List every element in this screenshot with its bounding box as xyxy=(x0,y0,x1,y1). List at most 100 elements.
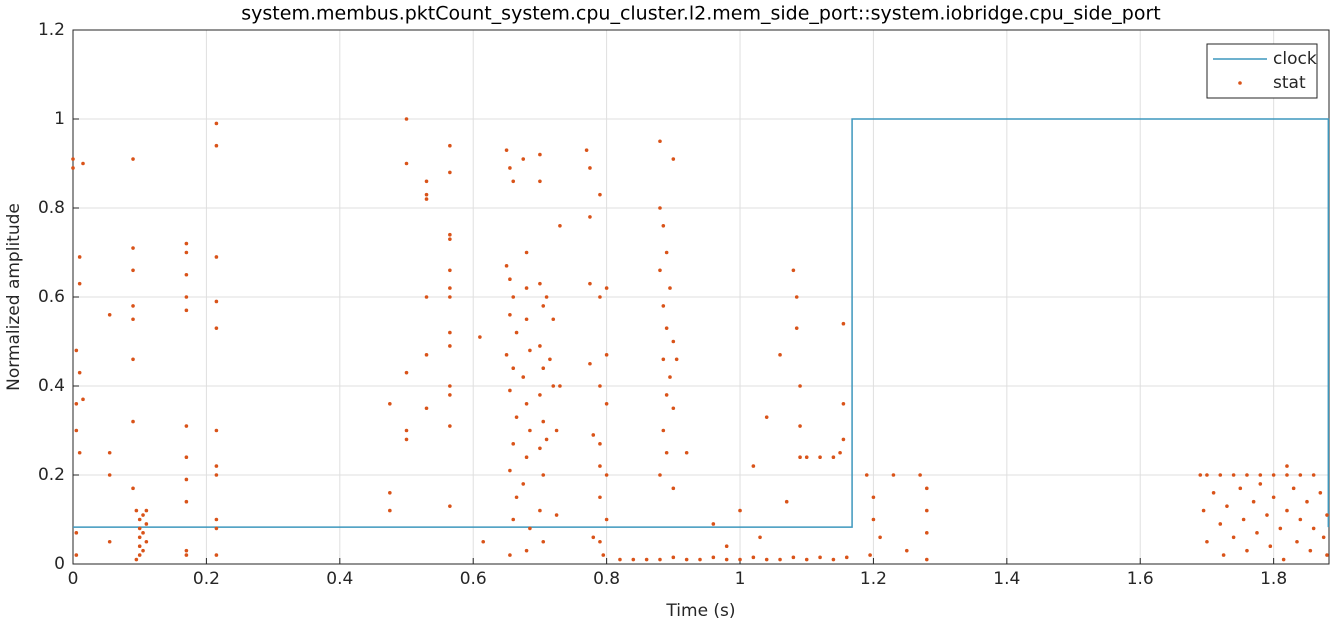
point xyxy=(1218,473,1223,477)
point xyxy=(674,357,679,362)
point xyxy=(1238,486,1243,491)
point xyxy=(504,353,509,357)
point xyxy=(81,161,85,166)
point xyxy=(1218,522,1223,526)
point xyxy=(671,406,676,411)
point xyxy=(661,224,666,228)
point xyxy=(448,384,452,388)
legend xyxy=(1206,43,1318,99)
point xyxy=(144,539,149,544)
point xyxy=(918,473,922,477)
point xyxy=(424,406,429,411)
point xyxy=(1291,486,1296,491)
point xyxy=(794,326,799,330)
point xyxy=(214,526,219,531)
point xyxy=(784,499,789,504)
point xyxy=(1205,539,1209,544)
point xyxy=(511,179,516,184)
point xyxy=(1325,513,1329,517)
point xyxy=(791,555,796,560)
point xyxy=(604,517,609,522)
point xyxy=(1245,548,1249,553)
point xyxy=(1278,526,1283,531)
point xyxy=(661,357,666,362)
point xyxy=(508,388,512,393)
point xyxy=(131,486,135,491)
point xyxy=(107,450,112,455)
point xyxy=(558,224,562,228)
x-tick-label: 1.4 xyxy=(993,569,1020,589)
point xyxy=(804,557,809,562)
point xyxy=(77,255,82,259)
point xyxy=(698,557,702,562)
point xyxy=(644,557,649,562)
point xyxy=(588,215,592,219)
y-tick-label: 1 xyxy=(54,109,65,129)
point xyxy=(448,424,452,428)
point xyxy=(538,281,542,286)
point xyxy=(404,428,409,433)
point xyxy=(1211,491,1216,495)
point xyxy=(841,437,846,442)
point xyxy=(664,450,669,455)
point xyxy=(131,419,135,424)
point xyxy=(1295,539,1299,544)
point xyxy=(508,166,512,170)
point xyxy=(214,299,219,304)
point xyxy=(1225,504,1229,508)
point xyxy=(538,446,542,451)
point xyxy=(598,495,602,500)
point xyxy=(184,477,189,482)
point xyxy=(1308,548,1313,553)
point xyxy=(598,295,602,299)
point xyxy=(511,366,516,371)
point xyxy=(541,304,546,308)
point xyxy=(1221,553,1226,557)
point xyxy=(1285,464,1289,468)
point xyxy=(738,508,742,513)
point xyxy=(1285,473,1289,477)
point xyxy=(184,308,189,313)
point xyxy=(1271,495,1276,500)
legend-label: clock xyxy=(1273,49,1317,69)
point xyxy=(71,157,75,161)
point xyxy=(554,428,559,433)
point xyxy=(1268,544,1273,548)
point xyxy=(791,268,796,273)
point xyxy=(448,268,452,273)
point xyxy=(404,117,409,121)
point xyxy=(81,397,85,402)
point xyxy=(511,442,516,446)
point xyxy=(214,553,219,557)
point xyxy=(388,491,392,495)
point xyxy=(591,433,596,437)
point xyxy=(668,286,672,290)
point xyxy=(588,166,592,170)
point xyxy=(891,473,896,477)
point xyxy=(514,415,519,419)
point xyxy=(671,555,676,560)
point xyxy=(1311,526,1316,531)
point xyxy=(131,357,135,362)
chart-title: system.membus.pktCount_system.cpu_cluste… xyxy=(241,3,1160,25)
point xyxy=(864,473,869,477)
point xyxy=(448,143,452,148)
point xyxy=(524,455,529,460)
point xyxy=(528,428,532,433)
x-tick-label: 1.8 xyxy=(1260,569,1287,589)
point xyxy=(524,250,529,255)
point xyxy=(184,548,189,553)
point xyxy=(214,464,219,468)
point xyxy=(544,295,549,299)
point xyxy=(134,557,139,562)
point xyxy=(1311,473,1316,477)
point xyxy=(764,415,769,419)
point xyxy=(508,313,512,317)
point xyxy=(508,277,512,282)
point xyxy=(137,544,142,548)
point xyxy=(868,553,872,557)
point xyxy=(1258,473,1263,477)
point xyxy=(1318,491,1323,495)
point xyxy=(137,535,142,540)
point xyxy=(404,437,409,442)
